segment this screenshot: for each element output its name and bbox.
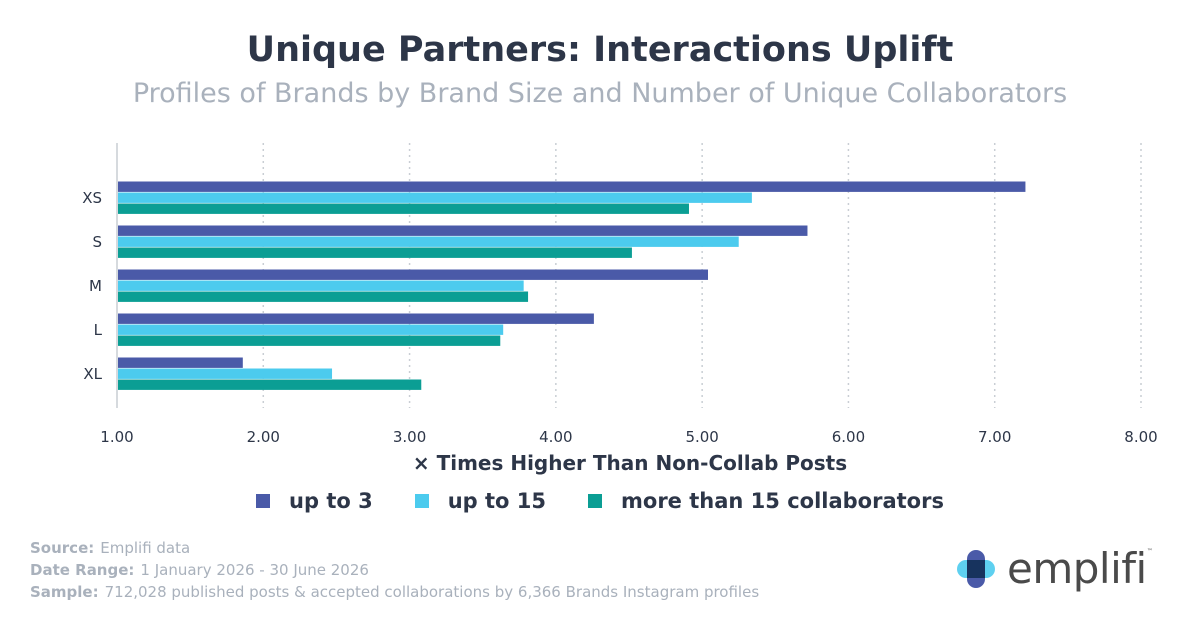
y-tick-label: XS bbox=[82, 189, 102, 207]
chart-subtitle: Profiles of Brands by Brand Size and Num… bbox=[132, 78, 1068, 109]
bar bbox=[118, 236, 739, 247]
bar bbox=[118, 291, 529, 302]
bar bbox=[118, 225, 808, 236]
trademark-mark: ™ bbox=[1146, 548, 1153, 555]
source-line: Source: Emplifi data bbox=[30, 537, 759, 559]
date-range-line: Date Range: 1 January 2026 - 30 June 2026 bbox=[30, 559, 759, 581]
sample-value: 712,028 published posts & accepted colla… bbox=[104, 583, 760, 601]
legend-item-up-to-3: up to 3 bbox=[256, 489, 373, 513]
emplifi-logo: emplifi ™ bbox=[955, 544, 1153, 593]
date-range-key: Date Range: bbox=[30, 561, 135, 579]
sample-key: Sample: bbox=[30, 583, 99, 601]
x-tick-label: 2.00 bbox=[247, 428, 280, 446]
y-tick-label: S bbox=[92, 233, 102, 251]
legend-swatch bbox=[414, 494, 429, 508]
bar bbox=[118, 335, 501, 346]
footer-notes: Source: Emplifi data Date Range: 1 January… bbox=[30, 537, 759, 603]
y-tick-labels: XS S M L XL bbox=[82, 189, 102, 383]
chart-title: Unique Partners: Interactions Uplift bbox=[246, 30, 954, 70]
legend: up to 3 up to 15 more than 15 collaborat… bbox=[0, 489, 1200, 513]
x-tick-label: 4.00 bbox=[539, 428, 572, 446]
bars bbox=[118, 181, 1026, 390]
bar-chart: XS S M L XL 1.00 2.00 3.00 4.00 5.00 6.00 7.00 8.00… bbox=[82, 143, 1158, 475]
legend-swatch bbox=[256, 494, 271, 508]
date-range-value: 1 January 2026 - 30 June 2026 bbox=[140, 561, 369, 579]
x-tick-labels: 1.00 2.00 3.00 4.00 5.00 6.00 7.00 8.00 bbox=[100, 428, 1157, 446]
legend-label: up to 3 bbox=[289, 489, 373, 513]
bar bbox=[118, 247, 632, 258]
emplifi-logo-mark-icon bbox=[957, 549, 995, 588]
bar bbox=[118, 269, 708, 280]
bar bbox=[118, 324, 504, 335]
sample-line: Sample: 712,028 published posts & accepte… bbox=[30, 581, 759, 603]
bar bbox=[118, 357, 243, 368]
x-tick-label: 6.00 bbox=[832, 428, 865, 446]
x-tick-label: 1.00 bbox=[100, 428, 133, 446]
legend-item-more-than-15: more than 15 collaborators bbox=[588, 489, 944, 513]
y-tick-label: M bbox=[89, 277, 102, 295]
source-value: Emplifi data bbox=[100, 539, 191, 557]
x-tick-label: 5.00 bbox=[685, 428, 718, 446]
bar bbox=[118, 313, 594, 324]
legend-label: up to 15 bbox=[447, 489, 547, 513]
x-tick-label: 8.00 bbox=[1124, 428, 1157, 446]
bar bbox=[118, 280, 524, 291]
y-tick-label: L bbox=[94, 321, 103, 339]
emplifi-wordmark: emplifi bbox=[1007, 544, 1147, 593]
legend-item-up-to-15: up to 15 bbox=[414, 489, 547, 513]
x-axis-label: × Times Higher Than Non-Collab Posts bbox=[413, 451, 847, 475]
bar bbox=[118, 203, 689, 214]
bar bbox=[118, 192, 752, 203]
source-key: Source: bbox=[30, 539, 95, 557]
bar bbox=[118, 368, 333, 379]
x-tick-label: 7.00 bbox=[978, 428, 1011, 446]
legend-swatch bbox=[588, 494, 603, 508]
y-tick-label: XL bbox=[83, 365, 102, 383]
bar bbox=[118, 379, 422, 390]
legend-label: more than 15 collaborators bbox=[621, 489, 944, 513]
x-tick-label: 3.00 bbox=[393, 428, 426, 446]
bar bbox=[118, 181, 1026, 192]
